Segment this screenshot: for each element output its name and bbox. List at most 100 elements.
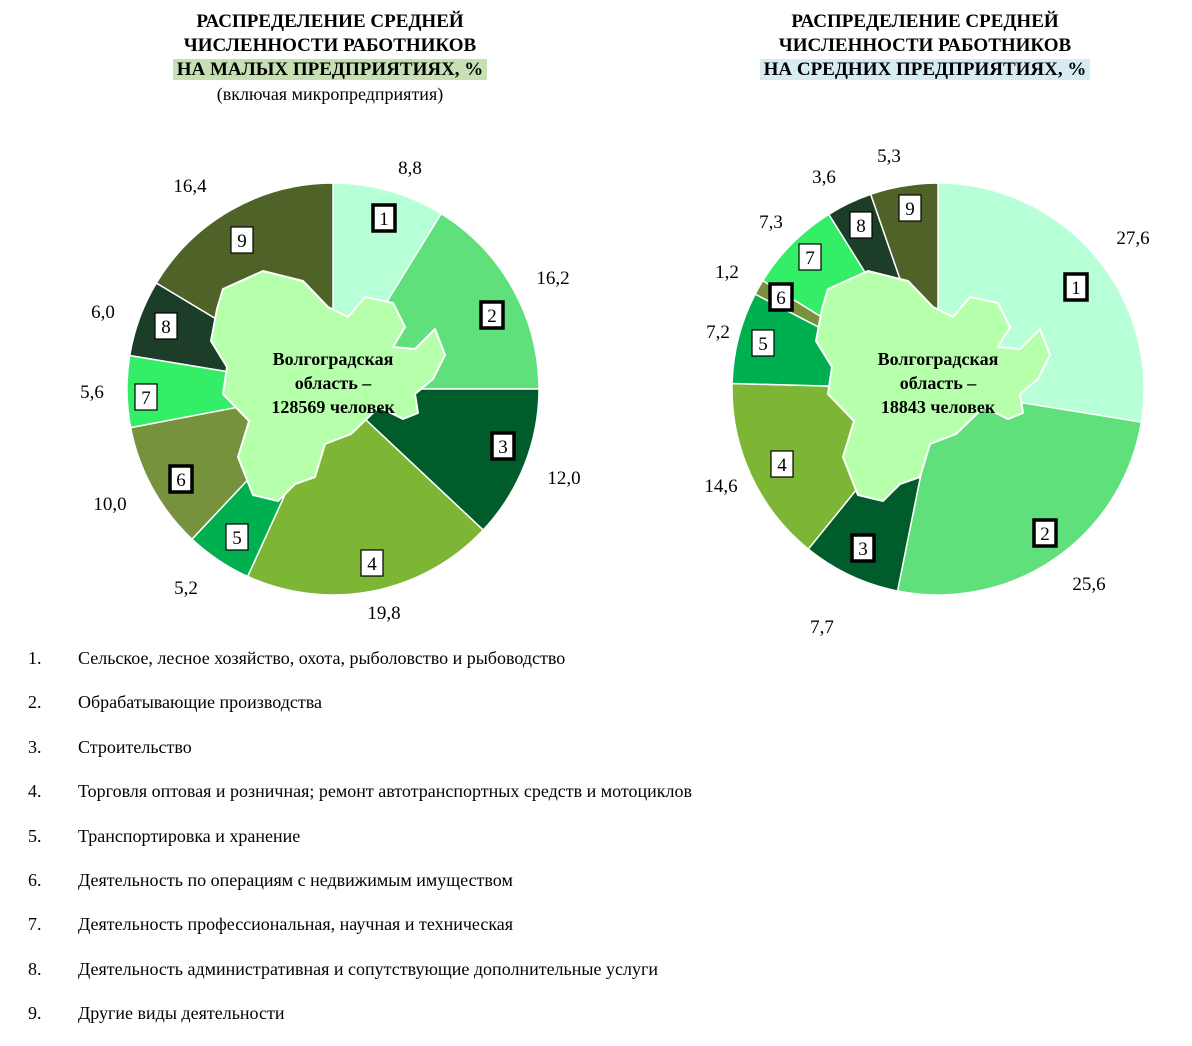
legend-label: Транспортировка и хранение — [78, 825, 301, 846]
legend-item-1: 1. Сельское, лесное хозяйство, охота, рыб… — [28, 646, 1158, 690]
pie-slice-3 — [331, 388, 540, 532]
legend-label: Деятельность профессиональная, научная и… — [78, 914, 514, 935]
legend-number: 7. — [28, 914, 42, 935]
legend: 1. Сельское, лесное хозяйство, охота, рыб… — [28, 646, 1158, 1046]
legend-number: 9. — [28, 1003, 42, 1024]
svg-text:2: 2 — [487, 306, 497, 327]
svg-text:4: 4 — [367, 554, 377, 575]
value-label-1: 8,8 — [398, 158, 422, 179]
slice-number-box-9: 9 — [898, 194, 922, 222]
left-title-line-2: ЧИСЛЕННОСТИ РАБОТНИКОВ — [183, 35, 477, 56]
left-title-line-3: НА МАЛЫХ ПРЕДПРИЯТИЯХ, % — [172, 59, 488, 80]
slice-number-box-3: 3 — [490, 431, 516, 461]
legend-number: 5. — [28, 825, 42, 846]
region-map-shape — [210, 270, 446, 502]
slice-number-box-2: 2 — [479, 300, 505, 330]
left-subtitle: (включая микропредприятия) — [216, 84, 444, 104]
right-title-line-3: НА СРЕДНИХ ПРЕДПРИЯТИЯХ, % — [759, 59, 1091, 80]
svg-text:3: 3 — [498, 437, 508, 458]
center-label-line: область – — [900, 373, 978, 393]
svg-text:2: 2 — [1040, 524, 1050, 545]
legend-number: 1. — [28, 648, 42, 668]
svg-text:8: 8 — [856, 216, 866, 237]
svg-text:8: 8 — [161, 317, 171, 338]
svg-text:7: 7 — [141, 388, 151, 409]
value-label-7: 7,3 — [759, 212, 783, 233]
center-label-line: 128569 человек — [271, 397, 395, 417]
right-chart-title: РАСПРЕДЕЛЕНИЕ СРЕДНЕЙ ЧИСЛЕННОСТИ РАБОТН… — [690, 10, 1160, 82]
legend-label: Другие виды деятельности — [78, 1003, 285, 1024]
slice-number-box-6: 6 — [768, 282, 794, 312]
slice-number-box-5: 5 — [751, 329, 775, 357]
value-label-1: 27,6 — [1116, 228, 1149, 249]
legend-item-5: 5. Транспортировка и хранение — [28, 824, 1158, 868]
svg-text:6: 6 — [776, 288, 786, 309]
svg-text:3: 3 — [858, 539, 868, 560]
legend-item-6: 6. Деятельность по операциям с недвижимым… — [28, 868, 1158, 912]
value-label-2: 16,2 — [536, 268, 569, 289]
slice-number-box-8: 8 — [154, 312, 178, 340]
right-title-line-2: ЧИСЛЕННОСТИ РАБОТНИКОВ — [778, 35, 1072, 56]
value-label-4: 14,6 — [704, 476, 737, 497]
legend-item-7: 7. Деятельность профессиональная, научная… — [28, 912, 1158, 956]
svg-text:1: 1 — [379, 209, 389, 230]
svg-text:1: 1 — [1071, 278, 1081, 299]
legend-item-9: 9. Другие виды деятельности — [28, 1001, 1158, 1045]
legend-number: 8. — [28, 958, 42, 979]
center-label-line: Волгоградская — [273, 349, 394, 369]
center-label-line: 18843 человек — [881, 397, 996, 417]
svg-text:6: 6 — [176, 470, 186, 491]
value-label-2: 25,6 — [1072, 574, 1105, 595]
legend-label: Деятельность административная и сопутств… — [78, 958, 658, 979]
slice-number-box-2: 2 — [1032, 518, 1058, 548]
value-label-3: 7,7 — [810, 617, 834, 638]
value-label-7: 5,6 — [80, 382, 104, 403]
slice-number-box-7: 7 — [134, 383, 158, 411]
value-label-6: 1,2 — [715, 262, 739, 283]
small-enterprises-pie-chart: Волгоградская область – 128569 человек 8,8 1… — [80, 158, 581, 624]
legend-item-4: 4. Торговля оптовая и розничная; ремонт а… — [28, 779, 1158, 823]
right-title-line-1: РАСПРЕДЕЛЕНИЕ СРЕДНЕЙ — [791, 11, 1059, 32]
svg-text:5: 5 — [758, 334, 768, 355]
legend-label: Строительство — [78, 736, 192, 757]
slice-number-box-1: 1 — [371, 203, 397, 233]
left-title-line-1: РАСПРЕДЕЛЕНИЕ СРЕДНЕЙ — [196, 11, 464, 32]
legend-item-3: 3. Строительство — [28, 735, 1158, 779]
pie-slice-4 — [246, 387, 485, 596]
value-label-4: 19,8 — [367, 603, 400, 624]
legend-item-8: 8. Деятельность административная и сопутс… — [28, 957, 1158, 1001]
legend-number: 3. — [28, 736, 42, 757]
legend-label: Деятельность по операциям с недвижимым и… — [78, 869, 513, 890]
svg-text:9: 9 — [237, 231, 247, 252]
legend-item-2: 2. Обрабатывающие производства — [28, 690, 1158, 734]
svg-text:7: 7 — [805, 248, 815, 269]
left-chart-title: РАСПРЕДЕЛЕНИЕ СРЕДНЕЙ ЧИСЛЕННОСТИ РАБОТН… — [120, 10, 540, 106]
svg-text:4: 4 — [777, 455, 787, 476]
legend-number: 4. — [28, 781, 42, 802]
slice-number-box-7: 7 — [798, 243, 822, 271]
value-label-5: 7,2 — [706, 322, 730, 343]
slice-number-box-9: 9 — [230, 226, 254, 254]
medium-enterprises-pie-chart: Волгоградская область – 18843 человек 27,6 2… — [704, 146, 1149, 638]
value-label-9: 16,4 — [173, 176, 207, 197]
legend-label: Обрабатывающие производства — [78, 692, 322, 713]
center-label-line: область – — [295, 373, 373, 393]
slice-number-box-8: 8 — [849, 211, 873, 239]
svg-text:9: 9 — [905, 199, 915, 220]
pie-slice-2 — [896, 388, 1143, 596]
slice-number-box-5: 5 — [225, 523, 249, 551]
value-label-8: 6,0 — [91, 302, 115, 323]
legend-label: Сельское, лесное хозяйство, охота, рыбол… — [78, 648, 566, 668]
legend-label: Торговля оптовая и розничная; ремонт авт… — [78, 781, 693, 802]
slice-number-box-4: 4 — [360, 549, 384, 577]
center-label-line: Волгоградская — [878, 349, 999, 369]
svg-text:5: 5 — [232, 528, 242, 549]
slice-number-box-4: 4 — [770, 450, 794, 478]
legend-number: 2. — [28, 692, 42, 713]
region-map-shape — [815, 270, 1051, 502]
slice-number-box-6: 6 — [168, 464, 194, 494]
value-label-9: 5,3 — [877, 146, 901, 167]
value-label-8: 3,6 — [812, 167, 836, 188]
value-label-6: 10,0 — [93, 494, 126, 515]
value-label-3: 12,0 — [547, 468, 580, 489]
